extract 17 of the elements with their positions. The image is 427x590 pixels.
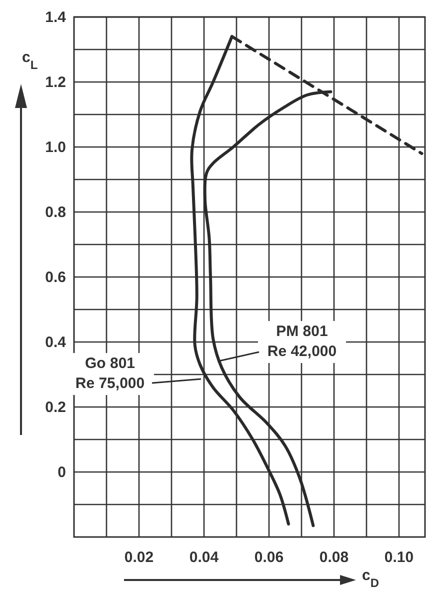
y-tick-label: 1.2 bbox=[45, 74, 66, 91]
y-tick-label: 0.4 bbox=[45, 334, 67, 351]
text: PM 801 Re 42,000 bbox=[267, 323, 337, 360]
x-tick-label: 0.08 bbox=[319, 549, 349, 566]
x-axis-title: c$_{D}$ bbox=[362, 567, 380, 590]
y-tick-label: 0 bbox=[58, 464, 66, 481]
y-tick-label: 1.0 bbox=[45, 139, 66, 156]
y-axis-title: c$_{L}$ bbox=[22, 49, 38, 72]
y-tick-label: 0.8 bbox=[45, 204, 66, 221]
x-tick-label: 0.04 bbox=[189, 549, 220, 566]
x-tick-label: 0.10 bbox=[384, 549, 414, 566]
y-tick-label: 0.6 bbox=[45, 269, 66, 286]
x-tick-label: 0.02 bbox=[124, 549, 154, 566]
y-tick-label: 0.2 bbox=[45, 399, 66, 416]
legend-label: Go 801 Re 75,000 bbox=[75, 355, 145, 392]
y-tick-label: 1.4 bbox=[45, 9, 67, 26]
x-tick-label: 0.06 bbox=[254, 549, 284, 566]
